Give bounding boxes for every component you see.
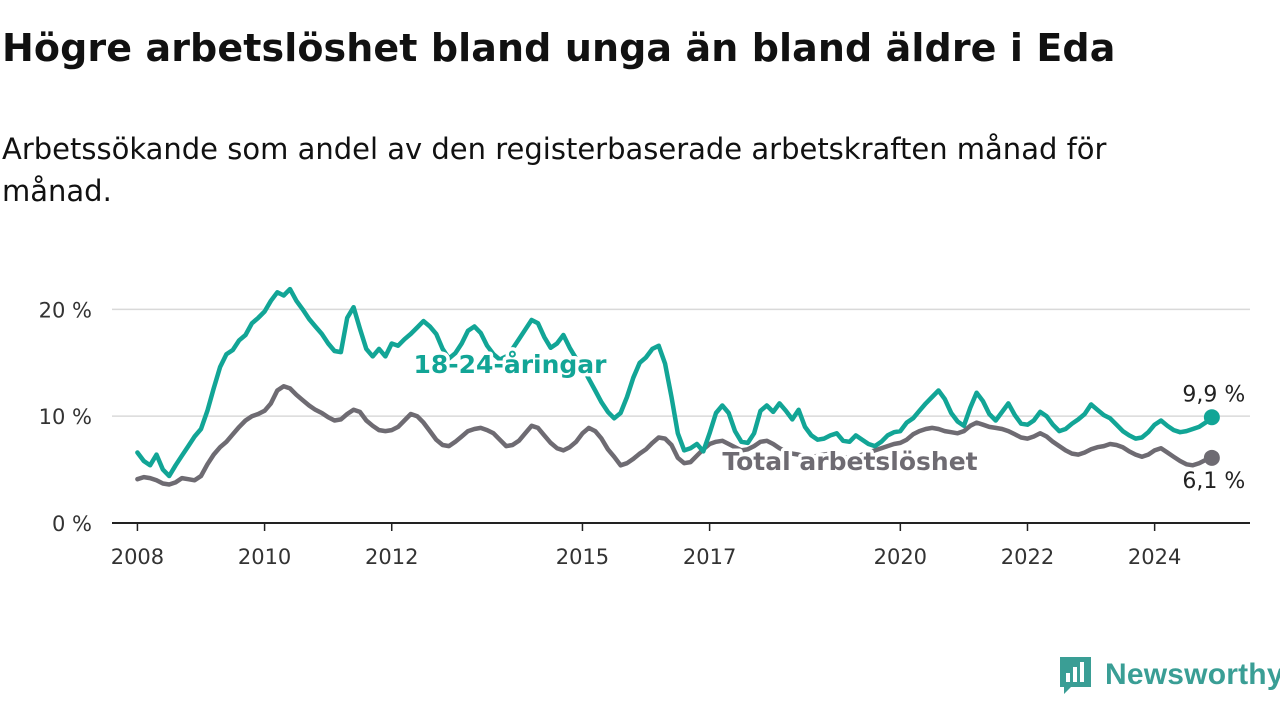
x-tick-label: 2017 bbox=[683, 545, 736, 569]
chart-title: Högre arbetslöshet bland unga än bland ä… bbox=[2, 26, 1116, 70]
x-tick-label: 2022 bbox=[1001, 545, 1054, 569]
series-line bbox=[135, 286, 1215, 479]
y-tick-label: 20 % bbox=[39, 298, 92, 322]
x-tick-label: 2024 bbox=[1128, 545, 1181, 569]
chart-subtitle: Arbetssökande som andel av den registerb… bbox=[2, 132, 1107, 208]
gridlines bbox=[112, 308, 1250, 417]
y-axis-labels: 0 % 10 % 20 % bbox=[39, 298, 92, 536]
end-point-marker bbox=[1203, 409, 1220, 426]
series-line bbox=[135, 384, 1215, 487]
series-name-label: Total arbetslöshet bbox=[722, 447, 977, 476]
series-labels: 9,9 % 6,1 % 18-24-åringar Total arbetslöshe… bbox=[410, 347, 1248, 497]
end-value-label: 9,9 % bbox=[1182, 382, 1245, 407]
x-tick-label: 2015 bbox=[556, 545, 609, 569]
newsworthy-logo-icon bbox=[1060, 657, 1091, 694]
end-value-label: 6,1 % bbox=[1182, 469, 1245, 494]
x-tick-label: 2020 bbox=[874, 545, 927, 569]
x-tick-label: 2008 bbox=[111, 545, 164, 569]
brand: Newsworthy bbox=[1058, 654, 1280, 696]
brand-name: Newsworthy bbox=[1105, 658, 1280, 691]
y-tick-label: 0 % bbox=[52, 512, 92, 536]
x-tick-label: 2010 bbox=[238, 545, 291, 569]
y-tick-label: 10 % bbox=[39, 405, 92, 429]
series-lines bbox=[135, 286, 1220, 487]
x-tick-label: 2012 bbox=[365, 545, 418, 569]
end-point-marker bbox=[1203, 449, 1220, 466]
x-axis: 2008 2010 2012 2015 2017 2020 2022 2024 bbox=[111, 522, 1250, 569]
series-name-label: 18-24-åringar bbox=[414, 350, 608, 379]
